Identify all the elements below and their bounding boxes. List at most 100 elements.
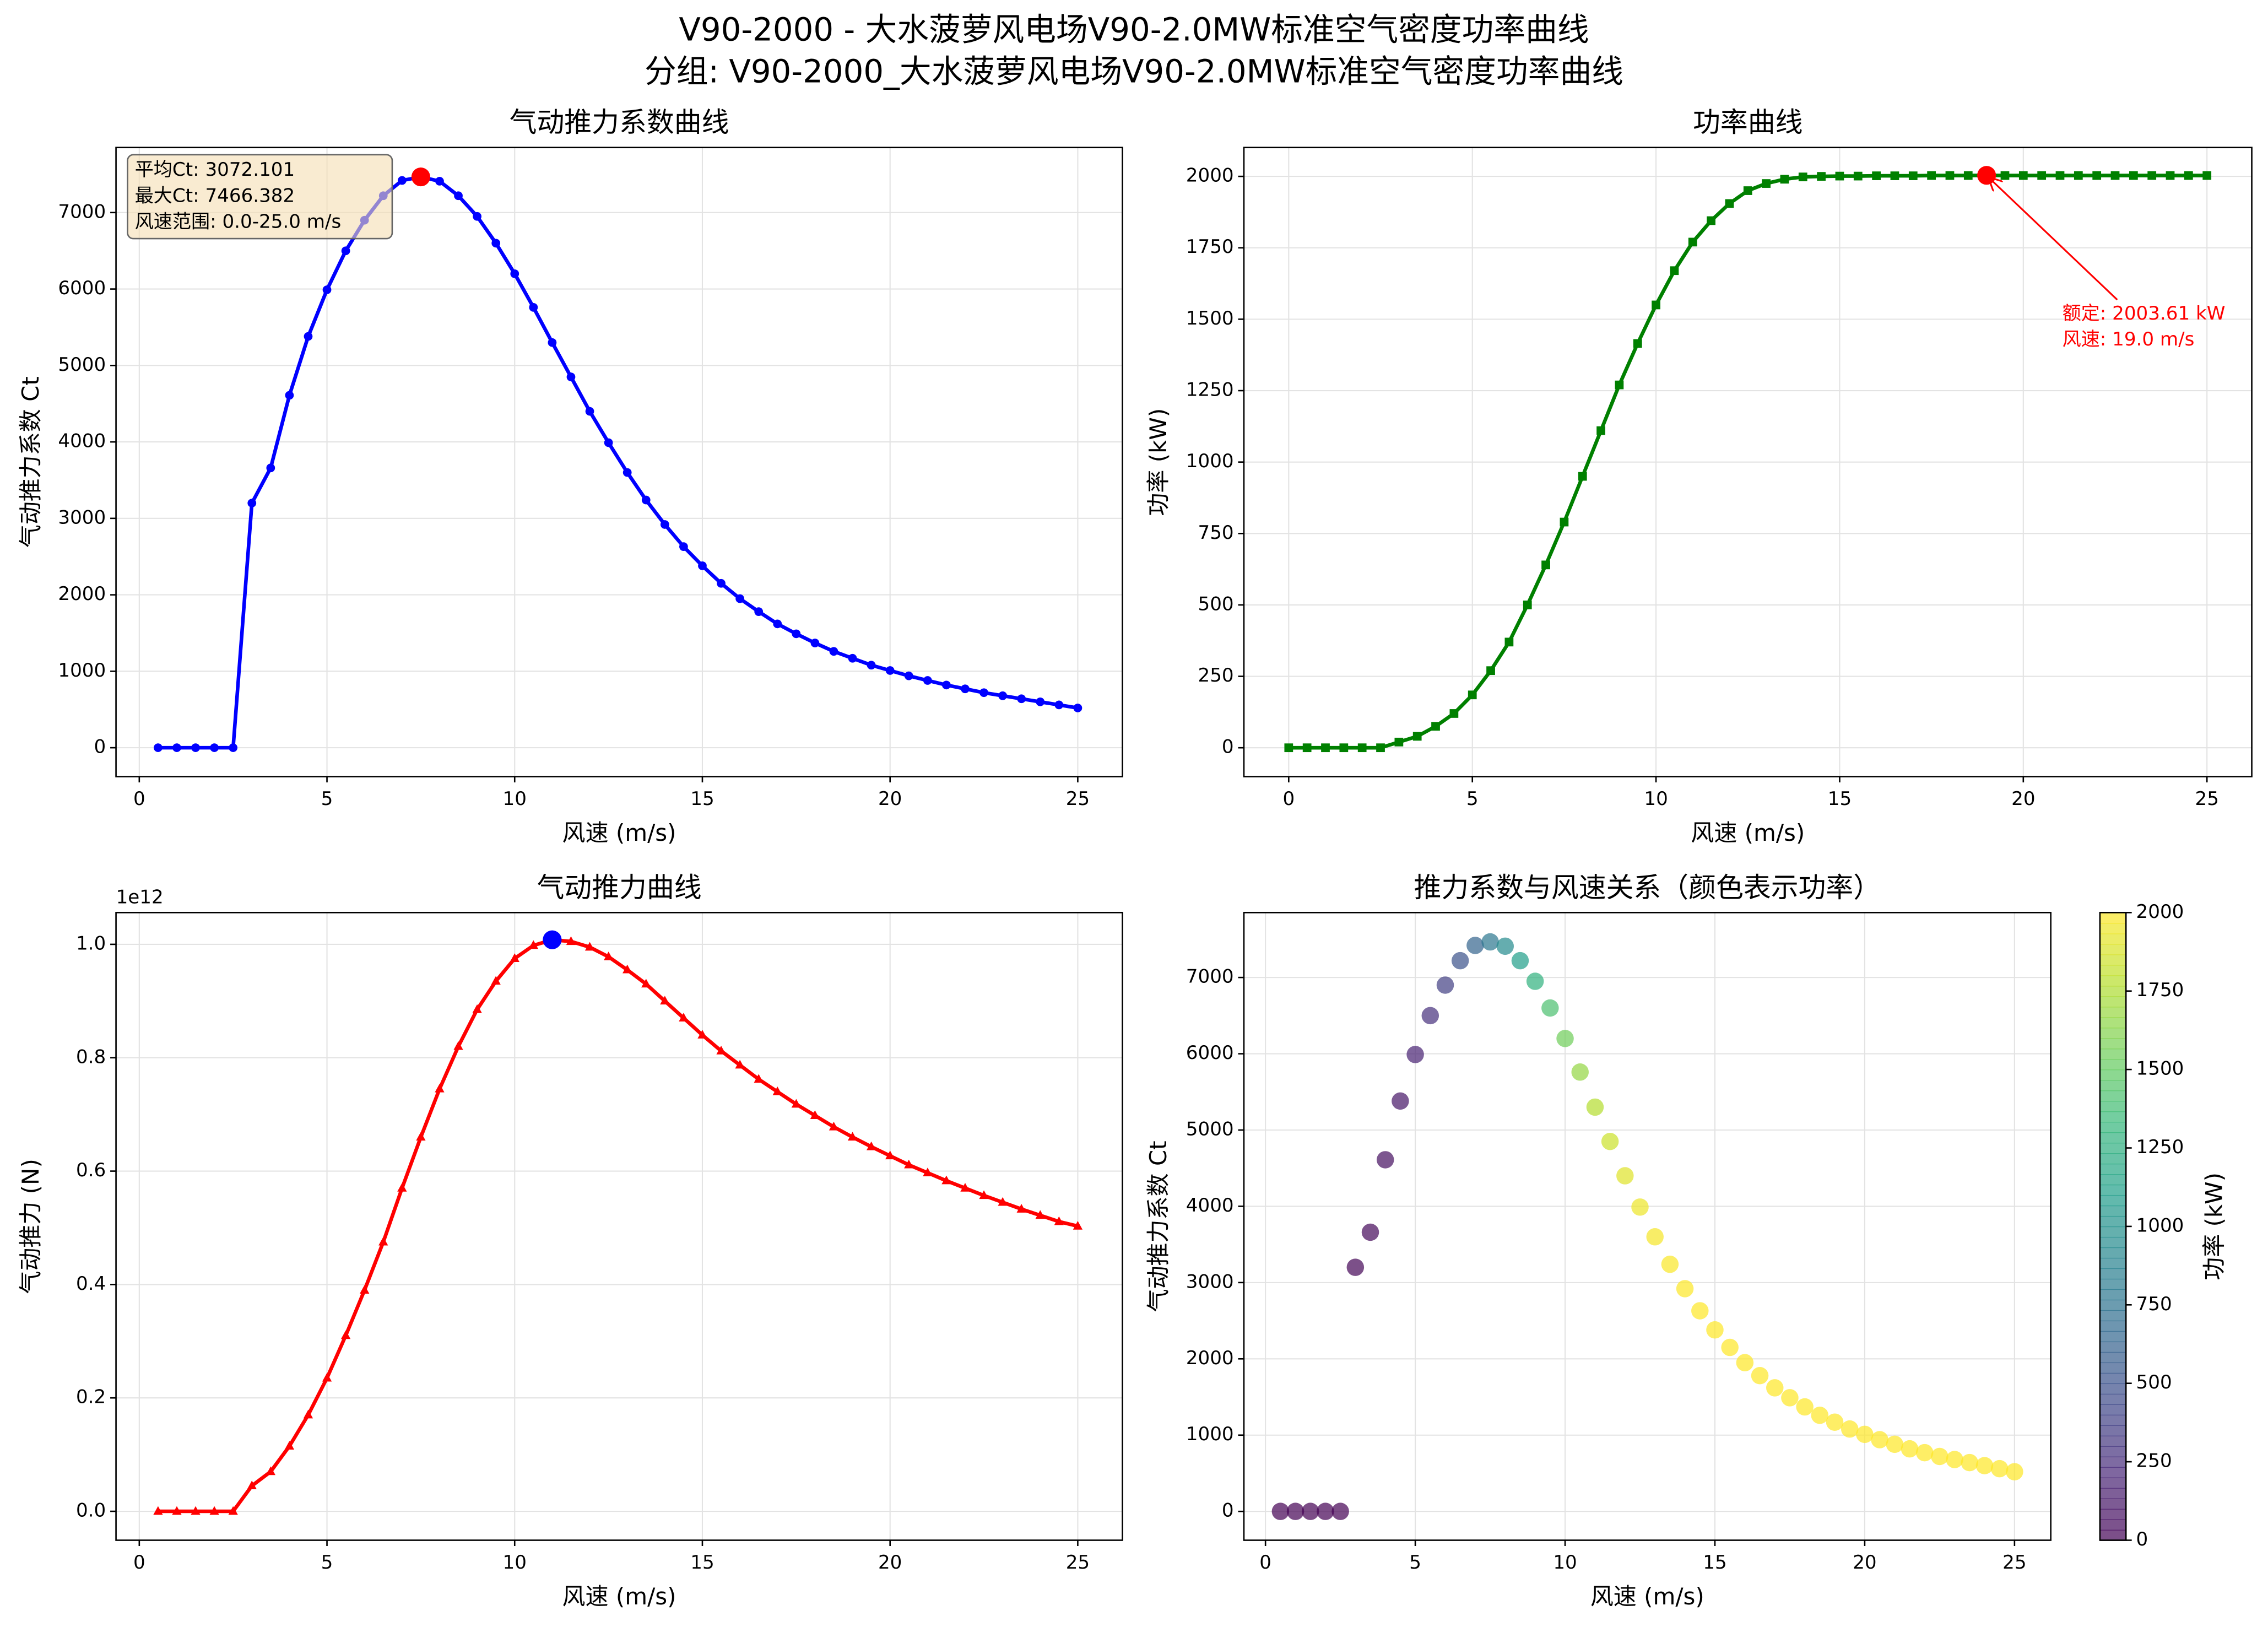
data-point [1321,743,1330,753]
data-point [754,1074,764,1083]
data-point [1633,339,1642,348]
scatter-point [1931,1447,1948,1466]
data-point [210,743,219,752]
scatter-point [1317,1502,1334,1520]
scatter-point [1841,1420,1859,1438]
y-tick-label: 1750 [1186,236,1234,258]
scatter-point [1990,1460,2009,1478]
data-point [1017,694,1026,704]
scatter-point [1556,1030,1574,1047]
colorbar-tick-label: 0 [2136,1528,2148,1550]
scatter-point [1421,1007,1439,1025]
colorbar-tick-label: 1750 [2136,979,2184,1001]
data-point [2092,171,2102,180]
data-point [810,639,820,647]
y-tick-label: 1250 [1186,379,1234,401]
y-tick-label: 0.8 [76,1046,106,1068]
y-tick-label: 0 [1222,1500,1234,1522]
colorbar-segment [2099,1194,2126,1207]
data-point [2037,171,2047,180]
colorbar-segment [2099,1163,2126,1175]
x-tick-label: 20 [878,1552,902,1574]
data-point [717,579,726,588]
data-point [2000,171,2010,180]
colorbar-tick-label: 500 [2136,1371,2172,1393]
y-tick-label: 0 [1222,736,1234,758]
colorbar-label: 功率 (kW) [2200,1172,2227,1280]
data-point [453,1041,463,1050]
scatter-point [1451,952,1469,970]
data-point [1523,601,1532,609]
y-tick-label: 1500 [1186,307,1234,329]
data-point [641,495,651,505]
x-tick-label: 25 [1066,788,1090,810]
annotation-text: 风速: 19.0 m/s [2063,328,2195,350]
colorbar-tick-label: 1000 [2136,1214,2184,1236]
colorbar-segment [2099,1467,2126,1478]
colorbar-segment [2099,1362,2126,1374]
colorbar-segment [2099,1174,2126,1186]
data-point [247,1480,257,1490]
data-point [2184,171,2193,180]
y-tick-label: 4000 [58,430,106,452]
data-point [566,372,576,382]
data-point [285,391,294,400]
annotation-arrow [1989,178,2118,301]
colorbar-segment [2099,1372,2126,1385]
y-tick-label: 2000 [1186,1347,1234,1369]
scatter-point [1961,1453,1979,1472]
colorbar-segment [2099,1383,2126,1395]
data-point [1016,1204,1026,1213]
data-point [1725,199,1734,208]
colorbar-segment [2099,1205,2126,1217]
data-point [1376,743,1385,753]
data-point [228,1506,238,1515]
data-point [1743,186,1752,195]
y-tick-label: 7000 [58,201,106,223]
x-axis-label: 风速 (m/s) [1590,1583,1704,1610]
colorbar-tick-label: 1250 [2136,1136,2184,1158]
colorbar-segment [2099,1122,2126,1133]
data-point [1578,472,1587,481]
data-point [623,964,632,974]
scatter-point [1616,1167,1634,1185]
colorbar-segment [2099,1456,2126,1468]
colorbar-segment [2099,965,2126,976]
colorbar-segment [2099,1352,2126,1364]
colorbar-segment [2099,1007,2126,1018]
data-point [603,952,614,960]
data-point [548,338,557,347]
data-point [1762,179,1771,188]
data-point [473,212,481,221]
colorbar-segment [2099,1477,2126,1489]
data-point [697,1030,707,1039]
colorbar-segment [2099,912,2126,924]
data-point [566,936,576,945]
data-point [885,1150,895,1160]
colorbar-segment [2099,1488,2126,1499]
y-axis-label: 气动推力 (N) [17,1159,44,1294]
data-point [266,1466,275,1475]
data-point [829,1121,839,1131]
y-tick-label: 3000 [1186,1271,1234,1293]
x-tick-label: 25 [2002,1552,2026,1574]
scatter-point [1541,999,1559,1017]
x-tick-label: 10 [503,788,527,810]
data-point [341,246,350,256]
data-point [847,1132,858,1141]
colorbar-tick-label: 1500 [2136,1058,2184,1080]
data-point [1835,171,1844,181]
scatter-point [1871,1431,1888,1448]
colorbar-segment [2099,1247,2126,1259]
colorbar-segment [2099,1069,2126,1081]
colorbar-segment [2099,1111,2126,1123]
colorbar-segment [2099,1059,2126,1071]
scatter-point [1975,1457,1994,1474]
x-tick-label: 20 [878,788,902,810]
x-tick-label: 5 [1466,788,1479,810]
colorbar-segment [2099,1310,2126,1322]
data-point [397,1182,407,1192]
scatter-point [1406,1046,1424,1063]
data-point [735,1060,745,1069]
max-marker [543,930,562,949]
